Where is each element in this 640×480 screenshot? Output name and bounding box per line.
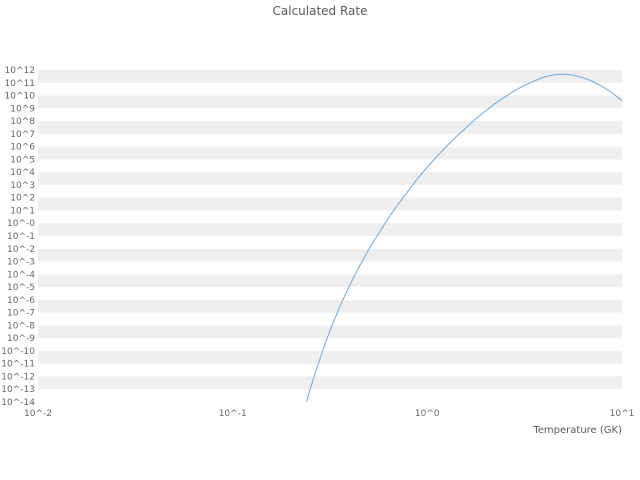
y-tick-label: 10^-11 — [1, 360, 35, 370]
grid-band — [38, 223, 622, 236]
grid-band — [38, 350, 622, 364]
y-tick-label: 10^12 — [5, 66, 35, 76]
y-tick-label: 10^-10 — [1, 347, 35, 357]
x-tick-label: 10^0 — [415, 409, 440, 419]
y-tick-label: 10^-2 — [7, 245, 35, 255]
grid-band — [38, 172, 622, 185]
y-tick-label: 10^10 — [5, 92, 36, 102]
x-tick-label: 10^1 — [610, 409, 635, 419]
grid-band — [38, 95, 622, 109]
x-tick-label: 10^-2 — [24, 409, 52, 419]
y-tick-label: 10^-9 — [7, 334, 35, 344]
grid-band — [38, 146, 622, 160]
grid-band — [38, 299, 622, 313]
y-tick-label: 10^-5 — [7, 283, 35, 293]
y-tick-label: 10^-8 — [7, 321, 35, 331]
y-tick-label: 10^6 — [10, 143, 35, 153]
y-tick-label: 10^3 — [10, 181, 35, 191]
grid-band — [38, 248, 622, 262]
x-tick-label: 10^-1 — [219, 409, 247, 419]
y-tick-label: 10^-13 — [1, 385, 35, 395]
y-tick-label: 10^-12 — [1, 373, 35, 383]
y-tick-label: 10^-7 — [7, 309, 35, 319]
y-tick-label: 10^-0 — [7, 219, 35, 229]
y-tick-label: 10^1 — [10, 207, 35, 217]
y-tick-label: 10^7 — [10, 130, 35, 140]
y-tick-label: 10^-6 — [7, 296, 35, 306]
grid-band — [38, 197, 622, 211]
y-tick-label: 10^-4 — [7, 270, 35, 280]
grid-band — [38, 274, 622, 288]
grid-band — [38, 70, 622, 83]
y-tick-label: 10^5 — [10, 155, 35, 165]
y-tick-label: 10^9 — [10, 104, 35, 114]
y-tick-label: 10^-3 — [7, 258, 35, 268]
y-tick-label: 10^-1 — [7, 232, 35, 242]
chart-title: Calculated Rate — [272, 4, 368, 18]
y-tick-label: 10^2 — [10, 194, 35, 204]
grid-band — [38, 376, 622, 390]
grid-band — [38, 121, 622, 134]
y-tick-label: 10^-14 — [1, 398, 35, 408]
x-axis-label: Temperature (GK) — [533, 425, 622, 436]
y-tick-label: 10^11 — [5, 79, 35, 89]
y-tick-label: 10^4 — [10, 168, 35, 178]
y-tick-label: 10^8 — [10, 117, 35, 127]
rate-curve — [305, 73, 622, 402]
